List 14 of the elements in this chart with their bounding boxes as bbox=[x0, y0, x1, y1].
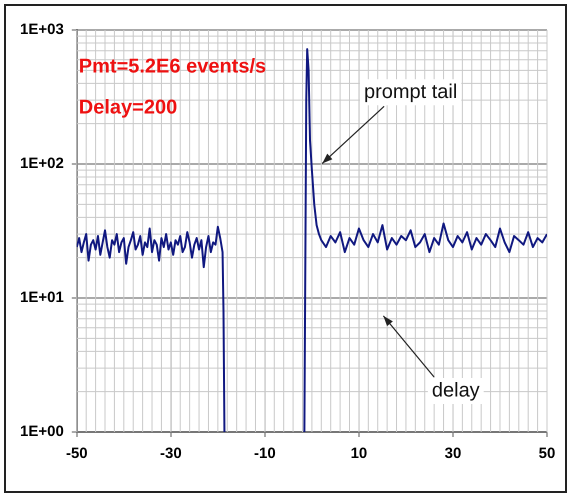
annotation: Pmt=5.2E6 events/s bbox=[78, 56, 266, 78]
annotation: delay bbox=[432, 380, 480, 402]
x-tick-label: -30 bbox=[160, 445, 182, 462]
x-tick-label: -10 bbox=[254, 445, 276, 462]
annotation: prompt tail bbox=[364, 80, 458, 103]
y-tick-label: 1E+02 bbox=[20, 155, 64, 172]
x-tick-label: 50 bbox=[538, 445, 556, 462]
y-tick-label: 1E+01 bbox=[20, 289, 64, 306]
y-tick-label: 1E+03 bbox=[20, 21, 64, 38]
y-tick-label: 1E+00 bbox=[20, 423, 64, 440]
x-tick-label: 30 bbox=[444, 445, 462, 462]
annotation: Delay=200 bbox=[78, 96, 178, 119]
x-tick-label: 10 bbox=[350, 445, 368, 462]
x-tick-label: -50 bbox=[66, 445, 88, 462]
